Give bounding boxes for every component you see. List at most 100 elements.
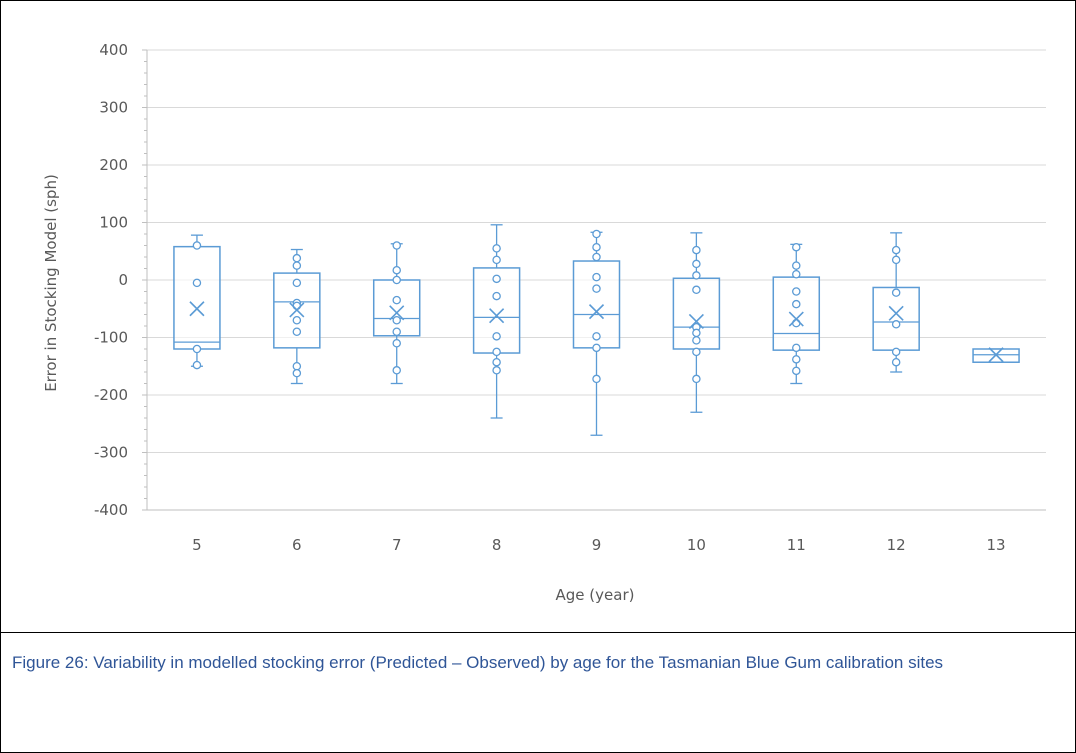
data-point: [792, 343, 801, 353]
data-point: [792, 299, 801, 309]
data-point: [592, 284, 601, 293]
data-point: [592, 332, 601, 341]
data-point: [392, 241, 401, 250]
mean-marker: [489, 308, 505, 324]
data-point: [492, 332, 501, 341]
y-tick-label: 100: [99, 214, 128, 232]
data-point: [392, 327, 401, 336]
axes: 400 300 200 100 0 -100 -200 -300 -400 5 6 7 8 9 10 11 12…: [94, 41, 1046, 554]
mean-marker: [588, 304, 605, 320]
box-6: [273, 248, 321, 385]
data-point: [392, 315, 401, 325]
data-point: [192, 241, 202, 250]
box-11: [772, 242, 821, 385]
data-point: [592, 343, 601, 353]
box-rect: [173, 245, 221, 350]
y-tick-label: 400: [99, 41, 128, 59]
x-tick-label: 6: [292, 536, 302, 554]
data-point: [692, 374, 701, 384]
mean-x-stroke: [489, 308, 505, 324]
data-point: [492, 291, 501, 301]
data-point: [492, 347, 501, 357]
x-tick-label: 12: [887, 536, 906, 554]
data-point: [292, 368, 302, 378]
x-tick-label: 5: [192, 536, 202, 554]
data-point: [492, 255, 501, 265]
data-point: [492, 244, 501, 253]
x-tick-label: 7: [392, 536, 402, 554]
data-point: [592, 242, 601, 252]
box-12: [872, 232, 920, 373]
data-point: [792, 366, 801, 376]
data-point: [292, 315, 302, 325]
data-point: [792, 242, 801, 252]
y-tick-label: -100: [94, 329, 128, 347]
mean-x-stroke: [289, 302, 305, 318]
mean-marker: [788, 311, 804, 327]
data-point: [192, 278, 202, 288]
data-point: [392, 338, 401, 348]
data-point: [692, 285, 701, 295]
data-point: [692, 336, 701, 345]
mean-marker: [189, 301, 205, 317]
data-point: [891, 357, 901, 367]
caption-divider: [0, 632, 1075, 633]
data-point: [592, 272, 601, 282]
data-point: [891, 320, 901, 329]
data-point: [492, 357, 501, 367]
data-point: [592, 374, 601, 384]
x-tick-label: 11: [787, 536, 806, 554]
mean-x-stroke: [588, 304, 605, 320]
y-tick-label: -300: [94, 444, 128, 462]
data-point: [792, 261, 801, 270]
data-point: [392, 265, 401, 275]
x-tick-label: 13: [987, 536, 1006, 554]
x-tick-label: 10: [687, 536, 706, 554]
mean-marker: [888, 305, 904, 321]
y-tick-label: 200: [99, 156, 128, 174]
data-point: [891, 255, 901, 265]
box-8: [472, 224, 521, 419]
data-point: [792, 355, 801, 364]
mean-marker: [988, 347, 1004, 363]
data-point: [292, 253, 302, 263]
data-point: [592, 252, 601, 262]
data-point: [891, 347, 901, 357]
x-tick-label: 8: [492, 536, 502, 554]
data-point: [292, 261, 302, 270]
data-point: [392, 295, 401, 305]
data-point: [292, 327, 302, 336]
data-point: [692, 328, 701, 338]
data-point: [192, 344, 202, 354]
data-point: [592, 229, 601, 239]
data-point: [692, 259, 701, 269]
data-point: [692, 245, 701, 255]
mean-x-stroke: [389, 305, 405, 321]
mean-marker: [289, 302, 305, 318]
mean-x-stroke: [788, 311, 804, 327]
box-series: [173, 224, 1020, 436]
data-point: [792, 287, 801, 296]
y-tick-label: -400: [94, 501, 128, 519]
box-5: [173, 234, 221, 370]
mean-x-stroke: [888, 305, 904, 321]
data-point: [192, 360, 202, 370]
box-9: [572, 229, 621, 436]
mean-x-stroke: [988, 347, 1004, 363]
data-point: [392, 366, 401, 375]
x-tick-label: 9: [592, 536, 602, 554]
y-tick-label: -200: [94, 386, 128, 404]
data-point: [692, 347, 701, 357]
y-tick-label: 0: [118, 271, 128, 289]
data-point: [492, 274, 501, 284]
data-point: [891, 288, 901, 297]
data-point: [792, 269, 801, 279]
mean-x-stroke: [688, 313, 704, 329]
mean-marker: [389, 305, 405, 321]
box-rect: [372, 279, 421, 337]
mean-x-stroke: [189, 301, 205, 317]
y-tick-label: 300: [99, 99, 128, 117]
x-axis-title: Age (year): [556, 586, 635, 604]
data-point: [292, 361, 302, 371]
data-point: [292, 278, 302, 288]
